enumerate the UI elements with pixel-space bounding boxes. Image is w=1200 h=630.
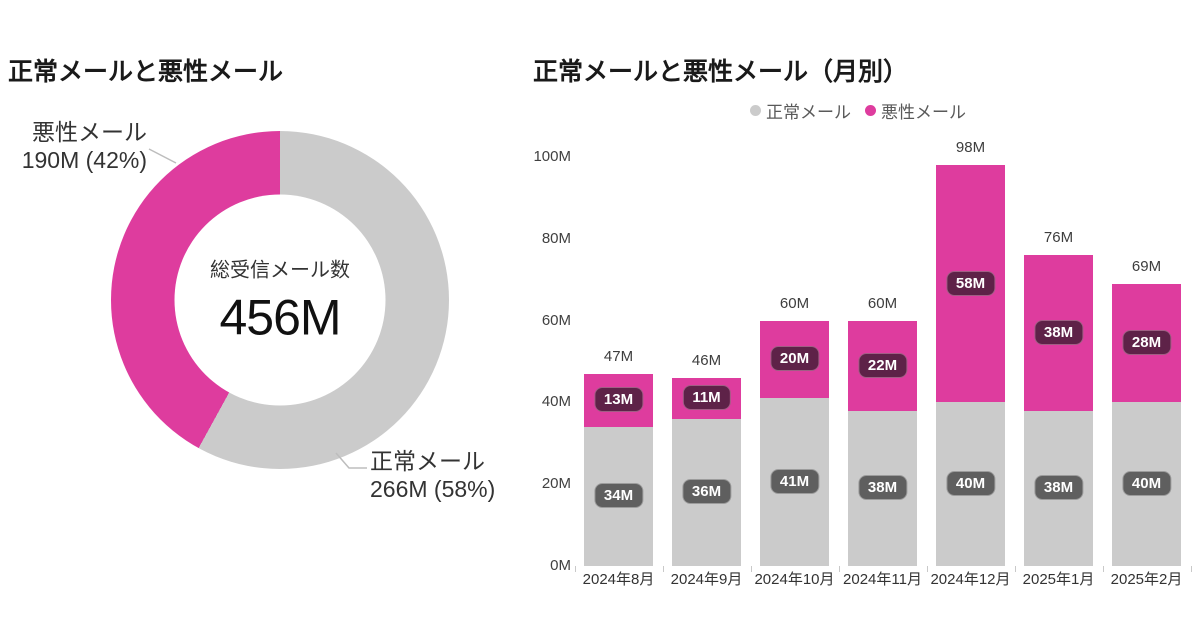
x-axis-label: 2024年10月 <box>754 571 835 588</box>
donut-callout-normal-value: 266M (58%) <box>370 476 496 502</box>
bar-total-label: 60M <box>779 294 810 312</box>
donut-callout-normal: 正常メール 266M (58%) <box>370 447 495 503</box>
x-axis-label: 2025年2月 <box>1110 571 1183 588</box>
legend-item-malicious: 悪性メール <box>865 98 966 123</box>
x-axis-label: 2024年12月 <box>930 571 1011 588</box>
x-axis-label: 2025年1月 <box>1022 571 1095 588</box>
bar-total-label: 76M <box>1043 229 1074 247</box>
x-axis-label: 2024年8月 <box>582 571 655 588</box>
donut-center-value: 456M <box>219 289 341 346</box>
bar-chart-title: 正常メールと悪性メール（月別） <box>533 58 909 86</box>
bar-label-malicious: 28M <box>1121 330 1172 356</box>
bar-label-normal: 40M <box>1121 471 1172 497</box>
y-axis-tick-label: 80M <box>541 229 571 247</box>
x-axis-tick-mark <box>1103 566 1104 572</box>
donut-callout-malicious-value: 190M (42%) <box>21 147 147 173</box>
legend-item-normal: 正常メール <box>750 98 851 123</box>
donut-callout-malicious-name: 悪性メール <box>32 119 147 145</box>
bar-label-malicious: 20M <box>769 346 820 372</box>
donut-ring: 総受信メール数 456M <box>111 131 449 469</box>
x-axis-tick-mark <box>1015 566 1016 572</box>
legend-dot-normal-icon <box>750 105 761 116</box>
bar-total-label: 98M <box>955 139 986 157</box>
bar-label-normal: 40M <box>945 471 996 497</box>
bar-label-normal: 41M <box>769 469 820 495</box>
y-axis-tick-label: 100M <box>533 148 571 165</box>
x-axis-tick-mark <box>839 566 840 572</box>
bar-label-malicious: 58M <box>945 270 996 296</box>
x-axis-tick-mark <box>927 566 928 572</box>
bar-label-malicious: 38M <box>1033 319 1084 345</box>
donut-chart-title: 正常メールと悪性メール <box>8 58 284 86</box>
bar-label-normal: 34M <box>593 483 644 509</box>
x-axis-tick-mark <box>663 566 664 572</box>
x-axis-tick-mark <box>1191 566 1192 572</box>
y-axis-tick-label: 60M <box>541 311 571 329</box>
bar-total-label: 60M <box>867 294 898 312</box>
donut-center-label: 総受信メール数 <box>210 259 350 282</box>
legend-label-normal: 正常メール <box>766 103 851 122</box>
y-axis-tick-label: 0M <box>550 557 571 574</box>
donut-callout-normal-name: 正常メール <box>370 448 485 474</box>
legend-label-malicious: 悪性メール <box>881 103 966 122</box>
bar-total-label: 47M <box>603 347 634 365</box>
x-axis-label: 2024年11月 <box>843 571 922 588</box>
x-axis-label: 2024年9月 <box>670 571 743 588</box>
y-axis-tick-label: 20M <box>541 475 571 493</box>
bar-total-label: 46M <box>691 351 722 369</box>
bar-label-normal: 38M <box>1033 475 1084 501</box>
bar-label-normal: 36M <box>681 479 732 505</box>
bar-label-normal: 38M <box>857 475 908 501</box>
x-axis-tick-mark <box>575 566 576 572</box>
donut-hole <box>174 194 386 406</box>
bar-label-malicious: 22M <box>857 352 908 378</box>
bar-label-malicious: 13M <box>593 387 644 413</box>
legend: 正常メール 悪性メール <box>750 98 966 123</box>
bar-total-label: 69M <box>1131 257 1162 275</box>
donut-center-text: 総受信メール数 456M <box>210 254 350 347</box>
x-axis-tick-mark <box>751 566 752 572</box>
bar-label-malicious: 11M <box>682 385 731 411</box>
y-axis-tick-label: 40M <box>541 393 571 411</box>
legend-dot-malicious-icon <box>865 105 876 116</box>
donut-callout-malicious: 悪性メール 190M (42%) <box>0 118 147 174</box>
